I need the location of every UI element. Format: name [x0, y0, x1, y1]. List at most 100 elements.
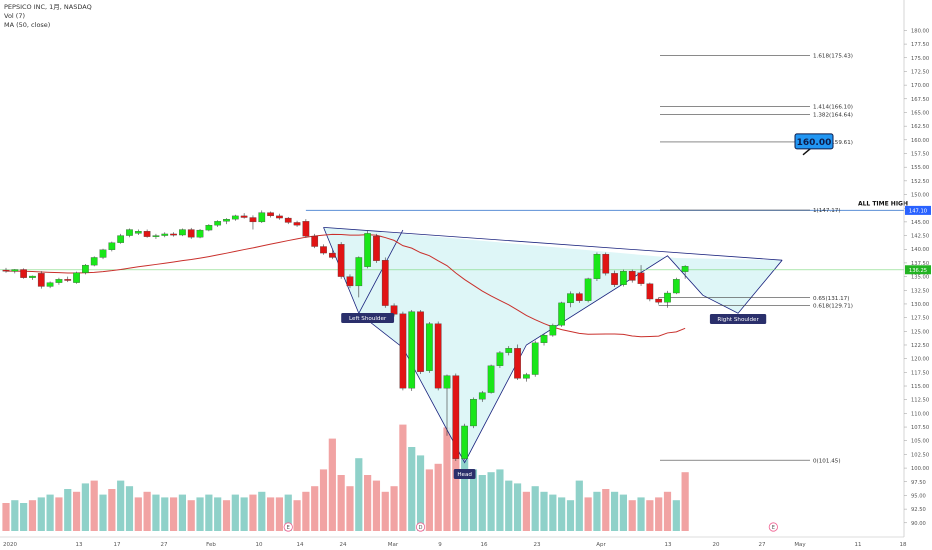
- time-tick-label: 20: [713, 542, 720, 548]
- price-tick-label: 155.00: [911, 165, 929, 171]
- volume-bar: [672, 500, 680, 531]
- candle-body: [37, 273, 45, 287]
- volume-bar: [311, 486, 319, 531]
- candle-body: [143, 231, 151, 237]
- candle-body: [620, 270, 627, 285]
- candle-body: [320, 246, 327, 254]
- candle-body: [284, 217, 292, 223]
- volume-bar: [681, 472, 689, 531]
- time-tick-label: 24: [340, 542, 347, 548]
- candle-body: [470, 399, 477, 427]
- candle-body: [29, 275, 36, 278]
- target-callout: 160.00: [797, 138, 832, 148]
- price-tick-label: 145.00: [911, 220, 929, 226]
- current-price-badge-background: [905, 265, 931, 275]
- candle-body: [328, 252, 336, 258]
- candle-body: [531, 342, 539, 375]
- volume-bar: [566, 500, 575, 531]
- moving-average-label: MA (50, close): [4, 21, 51, 29]
- event-marker: E: [283, 522, 293, 532]
- volume-bar: [549, 494, 557, 531]
- time-tick-label: May: [794, 542, 806, 548]
- candle-body: [390, 305, 398, 315]
- candle-body: [426, 323, 433, 371]
- price-tick-label: 125.00: [911, 329, 929, 335]
- volume-bar: [319, 469, 328, 531]
- fib-level-label: 1.414(166.10): [813, 105, 853, 111]
- price-tick-label: 140.00: [911, 247, 929, 253]
- candle-body: [549, 325, 557, 336]
- price-tick-label: 175.00: [911, 56, 929, 62]
- left-shoulder-label-background: [341, 313, 395, 323]
- volume-bar: [655, 497, 663, 531]
- volume-bar: [284, 494, 292, 531]
- fib-level-label: 0.618(129.71): [813, 304, 853, 310]
- fib-level-label: 1(147.17): [813, 208, 841, 214]
- volume-bar: [55, 497, 63, 531]
- target-callout-background: [794, 133, 834, 150]
- moving-average-path: [5, 233, 686, 338]
- price-tick-label: 152.50: [911, 179, 929, 185]
- volume-bar: [478, 475, 486, 531]
- volume-bar: [416, 455, 425, 531]
- price-tick-label: 135.00: [911, 275, 929, 281]
- time-tick-label: 13: [665, 542, 672, 548]
- time-tick-label: 10: [256, 542, 263, 548]
- volume-bar: [372, 480, 381, 531]
- price-tick-label: 142.50: [911, 234, 929, 240]
- pattern-outline: [323, 227, 783, 464]
- candle-body: [355, 257, 363, 287]
- head-and-shoulders-pattern: [323, 226, 783, 464]
- time-tick-label: 13: [76, 542, 83, 548]
- neckline: [323, 226, 783, 261]
- volume-bar: [169, 497, 178, 531]
- volume-bar: [90, 480, 98, 531]
- volume-bar: [434, 463, 442, 531]
- time-tick-label: 14: [297, 542, 304, 548]
- volume-bar: [214, 497, 222, 531]
- volume-bar: [663, 491, 672, 531]
- candle-body: [417, 311, 424, 372]
- candle-body: [11, 269, 19, 272]
- candle-body: [628, 270, 636, 281]
- price-tick-label: 100.00: [911, 466, 929, 472]
- candle-body: [214, 221, 222, 226]
- candle-body: [655, 298, 663, 303]
- volume-bar: [187, 500, 195, 531]
- candle-body: [364, 233, 371, 267]
- candle-body: [558, 302, 566, 326]
- volume-bar: [346, 486, 354, 531]
- candle-body: [478, 392, 486, 400]
- price-tick-label: 110.00: [911, 411, 929, 417]
- volume-bar: [390, 486, 398, 531]
- candle-body: [443, 375, 451, 389]
- left-shoulder-label: Left Shoulder: [349, 316, 387, 322]
- candle-body: [434, 323, 442, 389]
- event-marker-label: D: [419, 525, 423, 531]
- fib-level-label: 0.65(131.17): [813, 296, 849, 302]
- volume-bar: [469, 469, 478, 531]
- volume-bar: [275, 497, 284, 531]
- price-tick-label: 122.50: [911, 343, 929, 349]
- price-tick-label: 107.50: [911, 425, 929, 431]
- candle-body: [496, 352, 504, 366]
- candle-body: [373, 235, 380, 261]
- volume-bar: [231, 494, 239, 531]
- volume-bar: [293, 500, 301, 531]
- time-tick-label: Feb: [206, 542, 216, 548]
- pattern-fill: [323, 227, 783, 463]
- volume-bar: [628, 500, 636, 531]
- price-tick-label: 105.00: [911, 439, 929, 445]
- price-tick-label: 115.00: [911, 384, 929, 390]
- candle-body: [672, 279, 680, 294]
- event-marker: D: [415, 522, 426, 532]
- candle-body: [346, 276, 354, 287]
- candle-body: [514, 348, 521, 379]
- price-tick-label: 137.50: [911, 261, 929, 267]
- volume-bar: [108, 489, 116, 531]
- candle-body: [126, 229, 133, 236]
- volume-bar: [337, 475, 345, 531]
- moving-average-line: [5, 233, 686, 338]
- candle-body: [205, 225, 213, 231]
